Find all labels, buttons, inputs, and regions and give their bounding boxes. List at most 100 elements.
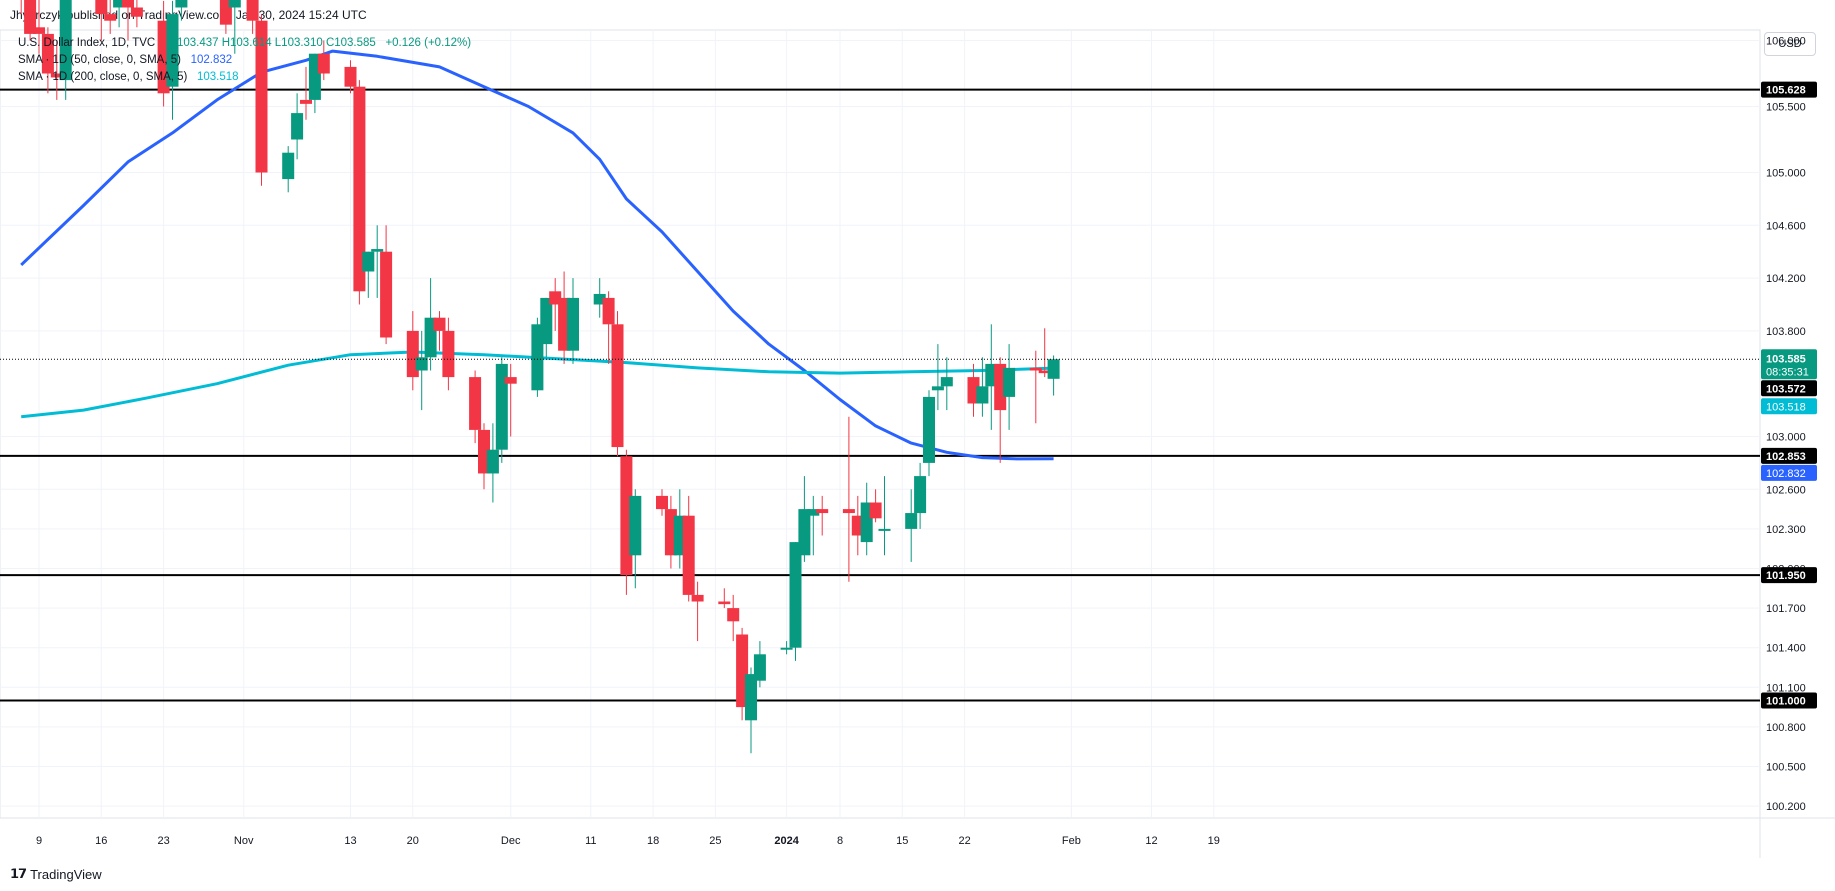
candle-body <box>816 509 829 514</box>
candle-body <box>282 152 295 180</box>
candle-body <box>1003 367 1016 397</box>
candle-body <box>175 0 188 8</box>
price-label: 103.572 <box>1766 383 1806 395</box>
candle <box>905 489 918 562</box>
candle <box>602 291 615 364</box>
legend-sma200-row[interactable]: SMA · 1D (200, close, 0, SMA, 5) 103.518 <box>18 69 471 86</box>
candle-body <box>940 377 953 387</box>
candle <box>433 311 446 351</box>
legend-sma50-row[interactable]: SMA · 1D (50, close, 0, SMA, 5) 102.832 <box>18 52 471 69</box>
candle <box>816 495 829 536</box>
candle <box>682 495 695 602</box>
y-tick-label: 100.200 <box>1766 801 1806 813</box>
candle-body <box>629 495 642 556</box>
candle-body <box>611 324 624 448</box>
candle <box>344 60 357 94</box>
candle-body <box>718 601 731 605</box>
candle <box>567 278 579 364</box>
price-label: 102.832 <box>1766 468 1806 480</box>
candle-body <box>317 53 330 74</box>
candle-body <box>95 0 108 15</box>
candle <box>380 225 393 345</box>
candle <box>50 40 63 100</box>
candle <box>593 278 606 318</box>
candle-body <box>567 297 579 351</box>
candle <box>798 476 811 562</box>
candle-body <box>878 528 891 531</box>
candle-body <box>291 113 304 140</box>
candle <box>122 0 134 41</box>
candle-body <box>753 654 766 681</box>
candle-body <box>300 99 312 104</box>
candle <box>104 0 117 34</box>
candle-body <box>362 251 375 272</box>
y-tick-label: 105.500 <box>1766 102 1806 114</box>
candle <box>745 667 757 754</box>
candle <box>914 462 927 529</box>
x-tick-label: 11 <box>585 835 596 847</box>
candle-body <box>976 386 989 404</box>
candle <box>718 588 731 609</box>
candle <box>246 0 259 34</box>
y-tick-label: 102.300 <box>1766 524 1806 536</box>
candle-body <box>41 33 54 74</box>
price-axis: 106.000 105.500 105.000 104.600 104.200 103.8… <box>1766 36 1806 814</box>
candle-body <box>691 594 704 602</box>
candle-body <box>24 0 37 34</box>
candle <box>406 311 419 391</box>
candle-body <box>228 0 241 8</box>
x-tick-label: 18 <box>647 835 659 847</box>
chart-grid <box>0 29 1835 858</box>
candle-body <box>504 377 517 384</box>
candle <box>629 489 642 589</box>
candle <box>878 476 891 556</box>
candle <box>727 594 740 642</box>
y-tick-label: 100.800 <box>1766 722 1806 734</box>
legend-sma200-value: 103.518 <box>196 71 239 83</box>
candle-body <box>789 542 802 648</box>
y-tick-label: 103.000 <box>1766 432 1806 444</box>
currency-button[interactable]: USD <box>1764 32 1816 56</box>
candle <box>175 0 188 21</box>
candle <box>691 581 704 642</box>
candle <box>789 542 802 661</box>
candle-body <box>807 509 820 516</box>
x-tick-label: 8 <box>837 835 843 847</box>
candle-body <box>1038 370 1051 374</box>
current-price-label-bg <box>1761 349 1817 380</box>
legend-sma200-label: SMA · 1D (200, close, 0, SMA, 5) <box>18 71 188 83</box>
level-label: 101.950 <box>1766 570 1806 582</box>
candle <box>362 251 375 298</box>
candlesticks <box>20 0 1060 754</box>
price-chart[interactable]: 106.000 105.500 105.000 104.600 104.200 103.8… <box>0 0 1835 858</box>
candle-body <box>255 20 268 173</box>
candle-body <box>415 357 428 371</box>
candle <box>753 641 766 688</box>
candle <box>113 0 126 28</box>
price-axis-labels: 106.904105.628102.853101.950101.000103.5… <box>1761 81 1817 709</box>
x-tick-label: 25 <box>709 835 721 847</box>
x-tick-label: Dec <box>501 835 521 847</box>
candle-body <box>246 0 259 21</box>
tradingview-brand[interactable]: 𝟭𝟳 TradingView <box>10 866 102 882</box>
candle <box>166 0 179 120</box>
price-label-bg <box>1761 464 1817 481</box>
brand-name: TradingView <box>30 866 102 882</box>
candle <box>59 0 72 100</box>
candle-body <box>602 297 615 325</box>
candle <box>41 27 54 94</box>
candle-body <box>656 495 668 510</box>
level-label: 105.628 <box>1766 85 1806 97</box>
price-label: 103.518 <box>1766 401 1806 413</box>
candle <box>255 14 268 186</box>
y-tick-label: 105.000 <box>1766 168 1806 180</box>
legend-ohlc-row: U.S. Dollar Index, 1D, TVC O103.437 H103… <box>18 35 471 52</box>
countdown-label: 08:35:31 <box>1766 366 1809 378</box>
candle <box>353 80 366 305</box>
candle-body <box>1047 359 1060 379</box>
candle <box>504 363 517 437</box>
x-tick-label: 13 <box>344 835 356 847</box>
candle-body <box>1029 367 1042 371</box>
x-tick-label: Feb <box>1062 835 1081 847</box>
legend-symbol[interactable]: U.S. Dollar Index, 1D, TVC <box>18 37 156 49</box>
